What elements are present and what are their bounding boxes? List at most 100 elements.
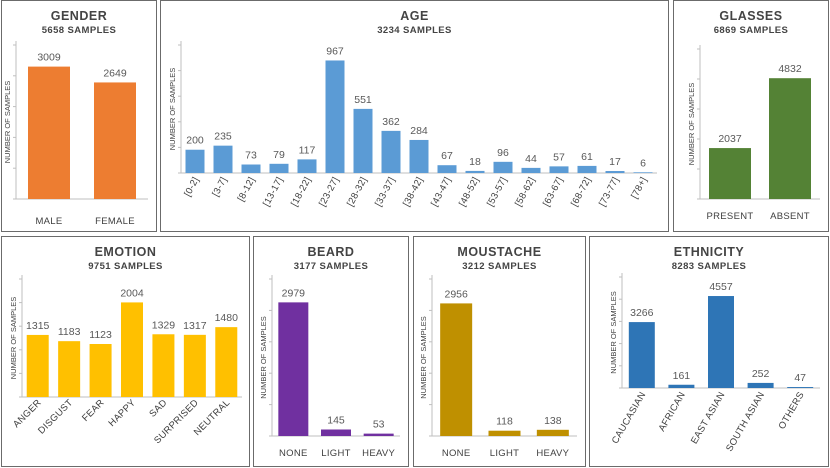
data-label: 235 xyxy=(214,131,232,143)
glasses-panel: GLASSES 6869 SAMPLES NUMBER OF SAMPLES 20… xyxy=(673,0,829,232)
bar xyxy=(437,165,457,173)
chart-subtitle: 6869 SAMPLES xyxy=(713,25,789,36)
y-axis-label: NUMBER OF SAMPLES xyxy=(259,316,268,399)
data-label: 145 xyxy=(327,414,345,426)
bar xyxy=(521,167,541,173)
category-label: [38-42] xyxy=(401,175,426,208)
emotion-panel: EMOTION 9751 SAMPLES NUMBER OF SAMPLES 13… xyxy=(1,236,250,467)
bar xyxy=(493,161,513,173)
bar xyxy=(121,302,143,397)
data-label: 252 xyxy=(752,368,770,380)
bar xyxy=(769,78,811,199)
bar xyxy=(215,327,238,397)
category-label: HAPPY xyxy=(107,397,139,429)
data-label: 17 xyxy=(609,156,621,168)
category-label: [3-7] xyxy=(210,175,229,198)
data-label: 362 xyxy=(382,116,400,128)
y-axis-label: NUMBER OF SAMPLES xyxy=(3,81,12,164)
bar xyxy=(152,334,175,397)
data-label: 1123 xyxy=(89,329,112,341)
category-label: OTHERS xyxy=(777,390,807,431)
category-label: [73-77] xyxy=(597,175,622,208)
y-axis-label: NUMBER OF SAMPLES xyxy=(419,316,428,399)
category-label: MALE xyxy=(35,216,62,227)
category-label: LIGHT xyxy=(321,448,350,459)
category-label: [43-47] xyxy=(429,175,454,208)
category-label: FEAR xyxy=(80,397,107,424)
chart-title: ETHNICITY xyxy=(673,245,745,259)
category-label: [78+] xyxy=(629,175,649,200)
category-label: NONE xyxy=(442,448,471,459)
chart-subtitle: 3177 SAMPLES xyxy=(293,261,369,272)
bar xyxy=(668,384,695,388)
bar xyxy=(409,139,429,173)
glasses-chart: NUMBER OF SAMPLES 2037 PRESENT 4832 ABSENT xyxy=(687,45,820,222)
category-label: EAST ASIAN xyxy=(689,390,728,446)
bar xyxy=(353,108,373,173)
gender-panel: GENDER 5658 SAMPLES NUMBER OF SAMPLES 300… xyxy=(1,0,157,232)
bar xyxy=(89,343,112,397)
bar xyxy=(213,145,233,173)
data-label: 2649 xyxy=(103,67,127,79)
data-label: 2979 xyxy=(282,287,306,299)
bar xyxy=(94,82,136,199)
bar xyxy=(488,430,521,436)
category-label: [68-72] xyxy=(569,175,594,208)
bar xyxy=(28,66,70,199)
category-label: [18-22] xyxy=(289,175,314,208)
bar xyxy=(465,170,485,173)
bar xyxy=(747,382,774,388)
y-axis-label: NUMBER OF SAMPLES xyxy=(609,291,618,374)
y-axis-label: NUMBER OF SAMPLES xyxy=(168,68,177,151)
bar xyxy=(709,148,751,199)
category-label: [28-32] xyxy=(345,175,370,208)
category-label: AFRICAN xyxy=(657,390,688,433)
bar xyxy=(363,433,394,436)
category-label: [0-2] xyxy=(182,175,201,198)
category-label: [58-62] xyxy=(513,175,538,208)
chart-title: AGE xyxy=(400,9,429,23)
data-label: 161 xyxy=(673,370,691,382)
data-label: 61 xyxy=(581,151,593,163)
bar xyxy=(278,302,309,436)
category-label: DISGUST xyxy=(36,397,75,436)
bar xyxy=(787,387,814,388)
data-label: 2037 xyxy=(718,133,742,145)
beard-panel: BEARD 3177 SAMPLES NUMBER OF SAMPLES 2979… xyxy=(253,236,409,467)
data-label: 1183 xyxy=(58,326,81,338)
category-label: HEAVY xyxy=(362,448,395,459)
chart-title: GENDER xyxy=(50,9,108,23)
age-panel: AGE 3234 SAMPLES NUMBER OF SAMPLES 200 [0-… xyxy=(160,0,669,232)
bar xyxy=(185,149,205,173)
chart-subtitle: 8283 SAMPLES xyxy=(671,261,747,272)
bar xyxy=(381,130,401,173)
category-label: [13-17] xyxy=(261,175,286,208)
data-label: 47 xyxy=(794,372,806,384)
data-label: 967 xyxy=(326,45,344,57)
y-axis-label: NUMBER OF SAMPLES xyxy=(9,297,18,380)
category-label: ABSENT xyxy=(770,211,810,222)
data-label: 4832 xyxy=(778,63,802,75)
data-label: 79 xyxy=(273,149,285,161)
age-chart: NUMBER OF SAMPLES 200 [0-2] 235 [3-7] 73 [8-12… xyxy=(168,41,657,208)
bar xyxy=(321,429,351,436)
bar xyxy=(536,429,569,436)
y-axis-label: NUMBER OF SAMPLES xyxy=(687,83,696,166)
category-label: [53-57] xyxy=(485,175,510,208)
category-label: SAD xyxy=(147,397,169,419)
bar xyxy=(297,159,317,173)
chart-title: BEARD xyxy=(307,245,355,259)
chart-title: GLASSES xyxy=(719,9,783,23)
category-label: [23-27] xyxy=(317,175,342,208)
bar xyxy=(325,60,345,173)
bar xyxy=(269,163,289,173)
bar xyxy=(440,303,473,436)
category-label: [8-12] xyxy=(236,175,258,203)
data-label: 57 xyxy=(553,151,565,163)
beard-chart: NUMBER OF SAMPLES 2979 NONE 145 LIGHT 53 HEAVY xyxy=(259,275,400,459)
data-label: 200 xyxy=(186,135,204,147)
gender-chart: NUMBER OF SAMPLES 3009 MALE 2649 FEMALE xyxy=(3,41,148,227)
category-label: [63-67] xyxy=(541,175,566,208)
data-label: 67 xyxy=(441,150,453,162)
data-label: 1329 xyxy=(152,319,176,331)
